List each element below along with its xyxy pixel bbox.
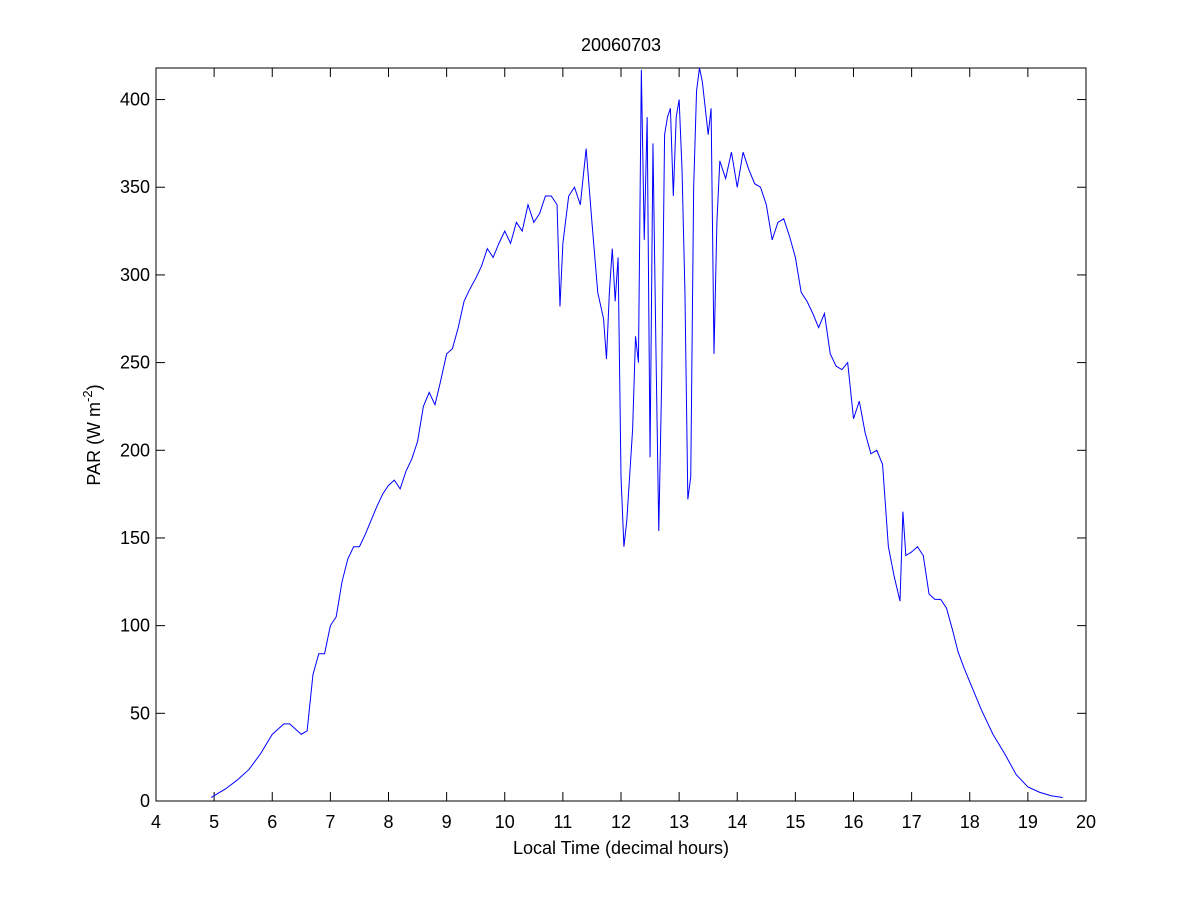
y-tick-label: 300 bbox=[120, 265, 150, 285]
y-tick-label: 150 bbox=[120, 528, 150, 548]
plot-frame bbox=[155, 67, 1087, 802]
x-tick-label: 19 bbox=[1018, 812, 1038, 832]
y-tick-label: 0 bbox=[140, 791, 150, 811]
x-tick-label: 12 bbox=[611, 812, 631, 832]
x-tick-label: 7 bbox=[325, 812, 335, 832]
x-tick-label: 16 bbox=[843, 812, 863, 832]
y-tick-label: 50 bbox=[130, 703, 150, 723]
y-tick-label: 350 bbox=[120, 177, 150, 197]
x-tick-label: 15 bbox=[785, 812, 805, 832]
data-line bbox=[210, 67, 1063, 798]
chart-title: 20060703 bbox=[581, 35, 661, 55]
x-tick-label: 11 bbox=[554, 812, 573, 832]
y-tick-label: 200 bbox=[120, 440, 150, 460]
x-tick-label: 9 bbox=[442, 812, 452, 832]
x-tick-label: 18 bbox=[960, 812, 980, 832]
x-tick-label: 14 bbox=[727, 812, 747, 832]
x-tick-label: 6 bbox=[267, 812, 277, 832]
x-tick-label: 5 bbox=[209, 812, 219, 832]
y-label-end: ) bbox=[84, 384, 104, 390]
y-tick-label: 400 bbox=[120, 90, 150, 110]
y-label-sup: -2 bbox=[80, 390, 95, 402]
x-tick-label: 20 bbox=[1076, 812, 1096, 832]
y-axis-label: PAR (W m-2) bbox=[80, 384, 104, 485]
x-tick-label: 10 bbox=[495, 812, 515, 832]
x-axis-label: Local Time (decimal hours) bbox=[513, 838, 729, 858]
y-tick-label: 250 bbox=[120, 353, 150, 373]
y-tick-label: 100 bbox=[120, 616, 150, 636]
y-label-main: PAR (W m bbox=[84, 402, 104, 486]
x-tick-label: 13 bbox=[669, 812, 689, 832]
x-tick-label: 4 bbox=[151, 812, 161, 832]
x-tick-label: 17 bbox=[902, 812, 922, 832]
x-tick-label: 8 bbox=[383, 812, 393, 832]
